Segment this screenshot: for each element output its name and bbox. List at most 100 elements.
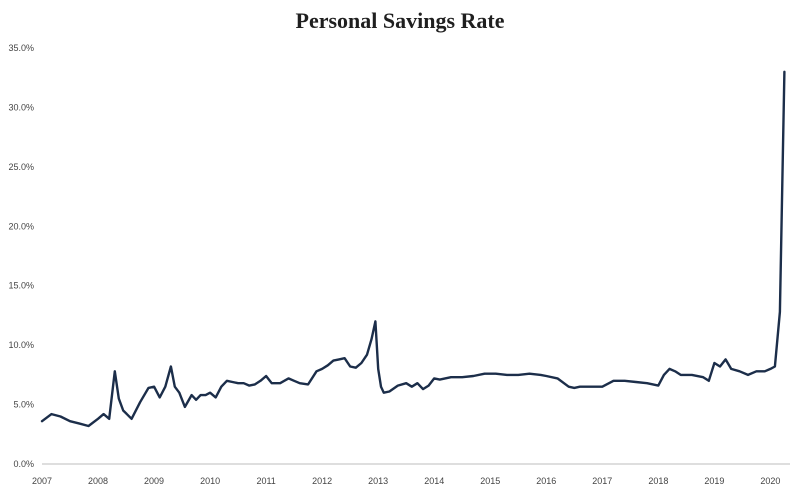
x-tick-label: 2008: [88, 476, 108, 486]
data-point: [237, 382, 239, 384]
data-point: [383, 392, 385, 394]
x-tick-label: 2007: [32, 476, 52, 486]
data-point: [164, 386, 166, 388]
data-point: [764, 370, 766, 372]
data-point: [97, 418, 99, 420]
data-point: [349, 366, 351, 368]
data-point: [299, 382, 301, 384]
data-point: [226, 380, 228, 382]
data-point: [248, 385, 250, 387]
data-points: [41, 71, 785, 427]
data-point: [691, 374, 693, 376]
data-point: [159, 396, 161, 398]
x-tick-label: 2020: [760, 476, 780, 486]
data-point: [484, 373, 486, 375]
data-point: [184, 406, 186, 408]
data-point: [360, 362, 362, 364]
data-point: [439, 379, 441, 381]
x-tick-label: 2016: [536, 476, 556, 486]
data-point: [170, 366, 172, 368]
x-tick-label: 2017: [592, 476, 612, 486]
data-point: [702, 376, 704, 378]
data-point: [405, 382, 407, 384]
data-point: [307, 383, 309, 385]
data-point: [344, 357, 346, 359]
x-tick-label: 2019: [704, 476, 724, 486]
chart-title: Personal Savings Rate: [295, 8, 505, 33]
data-point: [293, 380, 295, 382]
data-point: [428, 385, 430, 387]
x-axis-ticks: 2007 2008 2009 2010 2011 2012 2013 2014 2015 2016…: [32, 476, 780, 486]
data-point: [215, 396, 217, 398]
data-point: [635, 381, 637, 383]
data-point: [59, 415, 61, 417]
y-tick-label: 5.0%: [13, 400, 34, 410]
data-point: [79, 423, 81, 425]
data-point: [131, 418, 133, 420]
x-tick-label: 2018: [648, 476, 668, 486]
data-point: [254, 383, 256, 385]
data-point: [779, 311, 781, 313]
data-point: [657, 385, 659, 387]
data-point: [265, 375, 267, 377]
data-point: [191, 394, 193, 396]
data-point: [590, 386, 592, 388]
data-point: [321, 368, 323, 370]
x-tick-label: 2015: [480, 476, 500, 486]
data-point: [489, 373, 491, 375]
data-point: [209, 392, 211, 394]
data-point: [755, 370, 757, 372]
data-point: [139, 401, 141, 403]
data-point: [579, 386, 581, 388]
data-point: [540, 374, 542, 376]
y-tick-label: 0.0%: [13, 459, 34, 469]
data-point: [355, 367, 357, 369]
data-point: [380, 386, 382, 388]
data-point: [769, 368, 771, 370]
data-point: [708, 380, 710, 382]
data-point: [545, 375, 547, 377]
data-point: [416, 382, 418, 384]
data-point: [332, 360, 334, 362]
y-tick-label: 10.0%: [8, 340, 34, 350]
data-point: [556, 377, 558, 379]
data-point: [624, 380, 626, 382]
data-point: [725, 358, 727, 360]
data-point: [108, 418, 110, 420]
data-point: [366, 354, 368, 356]
data-point: [122, 410, 124, 412]
data-point: [730, 368, 732, 370]
x-tick-label: 2010: [200, 476, 220, 486]
data-point: [663, 374, 665, 376]
x-tick-label: 2009: [144, 476, 164, 486]
data-point: [713, 362, 715, 364]
data-point: [528, 373, 530, 375]
data-point: [220, 386, 222, 388]
data-point: [338, 358, 340, 360]
data-point: [568, 386, 570, 388]
data-point: [422, 388, 424, 390]
data-point: [232, 381, 234, 383]
data-point: [41, 420, 43, 422]
data-point: [613, 380, 615, 382]
data-point: [279, 382, 281, 384]
data-point: [374, 320, 376, 322]
data-point: [260, 380, 262, 382]
savings-rate-line: [40, 70, 786, 428]
x-tick-label: 2013: [368, 476, 388, 486]
data-point: [783, 71, 785, 73]
data-point: [370, 338, 372, 340]
data-point: [495, 373, 497, 375]
data-point: [461, 376, 463, 378]
data-point: [433, 377, 435, 379]
y-tick-label: 25.0%: [8, 162, 34, 172]
data-point: [271, 382, 273, 384]
data-point: [388, 390, 390, 392]
data-point: [195, 399, 197, 401]
data-point: [103, 413, 105, 415]
data-point: [450, 376, 452, 378]
x-tick-label: 2012: [312, 476, 332, 486]
y-tick-label: 35.0%: [8, 43, 34, 53]
x-tick-label: 2011: [256, 476, 275, 486]
